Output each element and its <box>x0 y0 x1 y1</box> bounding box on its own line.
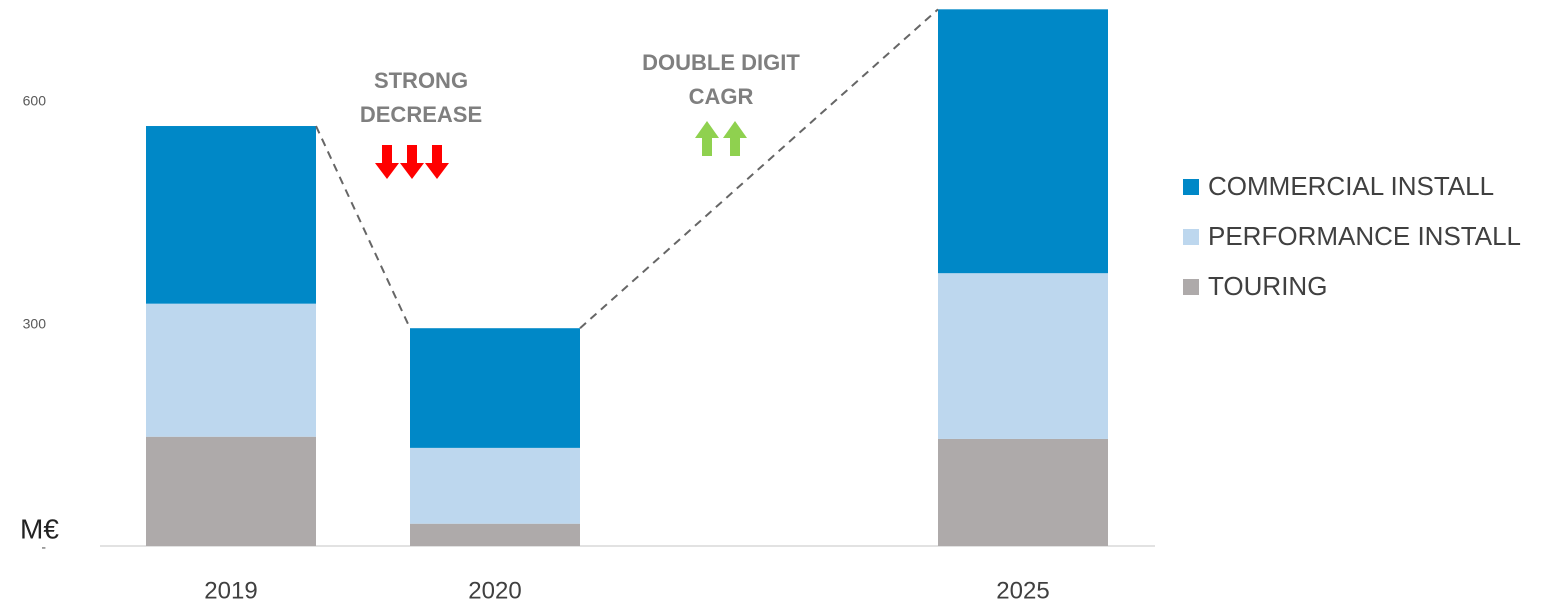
x-tick-label: 2025 <box>996 577 1049 604</box>
annotation: CAGR <box>689 84 754 109</box>
bar-segment <box>410 447 580 524</box>
legend-label: COMMERCIAL INSTALL <box>1208 171 1494 201</box>
legend-label: PERFORMANCE INSTALL <box>1208 221 1521 251</box>
bar-segment <box>146 303 316 437</box>
bar-segment <box>146 436 316 546</box>
legend-swatch <box>1183 229 1199 245</box>
up-arrows <box>695 121 747 156</box>
y-tick-label: 300 <box>23 316 47 332</box>
x-tick-label: 2020 <box>468 577 521 604</box>
y-tick-label: 600 <box>23 93 47 109</box>
annotation: DECREASE <box>360 102 482 127</box>
x-tick-label: 2019 <box>204 577 257 604</box>
y-tick-label: - <box>41 539 46 555</box>
trend-connector <box>579 8 939 329</box>
down-arrows <box>375 145 449 179</box>
bar-segment <box>146 126 316 304</box>
bar-segment <box>410 523 580 546</box>
y-axis-label: M€ <box>20 513 59 544</box>
annotation: STRONG <box>374 68 468 93</box>
trend-connector <box>315 125 411 329</box>
bar-segment <box>938 273 1108 439</box>
bar-segment <box>938 9 1108 274</box>
annotation: DOUBLE DIGIT <box>642 50 800 75</box>
legend-label: TOURING <box>1208 271 1327 301</box>
legend-swatch <box>1183 179 1199 195</box>
bar-segment <box>410 328 580 448</box>
bar-segment <box>938 438 1108 546</box>
legend-swatch <box>1183 279 1199 295</box>
